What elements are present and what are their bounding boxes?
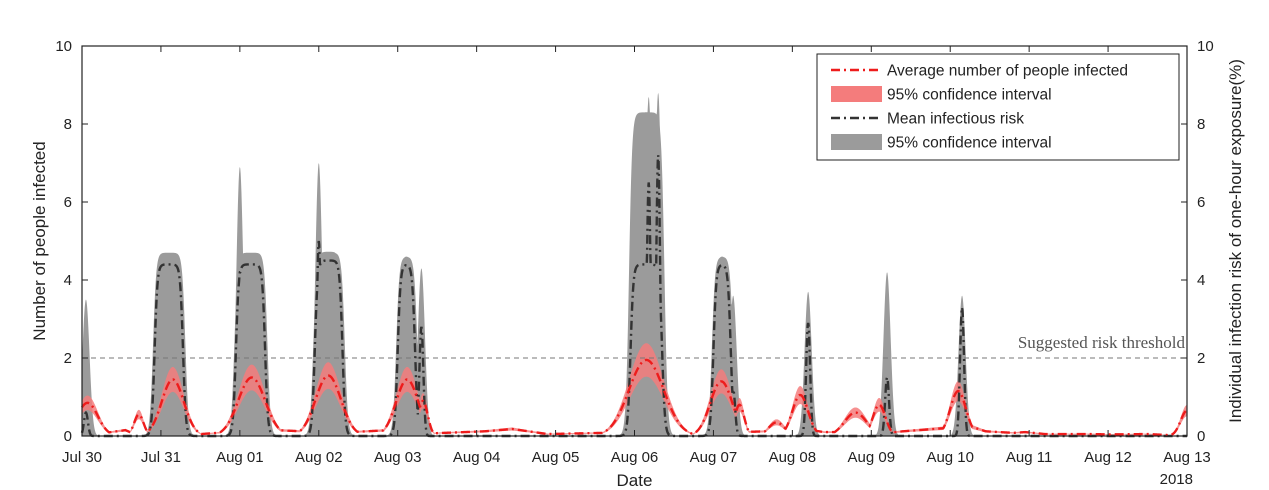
x-tick-label: Aug 13 (1163, 449, 1211, 466)
x-axis-title: Date (617, 471, 653, 490)
y-tick-label-right: 8 (1197, 116, 1205, 133)
axis-ticks: Jul 30 Jul 31 Aug 01 Aug 02 Aug 03 Aug 04 Aug … (55, 38, 1213, 466)
y-tick-label-right: 10 (1197, 38, 1214, 55)
y-tick-label-right: 2 (1197, 350, 1205, 367)
x-tick-label: Aug 10 (926, 449, 974, 466)
x-tick-label: Aug 08 (769, 449, 817, 466)
x-tick-label: Aug 05 (532, 449, 580, 466)
x-tick-label: Aug 09 (848, 449, 896, 466)
x-tick-label: Aug 12 (1084, 449, 1132, 466)
x-tick-label: Aug 11 (1006, 449, 1052, 466)
legend-label-red-ci: 95% confidence interval (887, 87, 1052, 104)
legend-label-average-infected: Average number of people infected (887, 63, 1128, 80)
threshold-label: Suggested risk threshold (1018, 333, 1186, 352)
x-tick-label: Aug 03 (374, 449, 422, 466)
legend-symbol-gray-band (831, 134, 882, 150)
y-tick-label-right: 6 (1197, 194, 1205, 211)
mean-risk-line (80, 155, 1187, 438)
year-label: 2018 (1160, 471, 1193, 488)
y-tick-label-left: 2 (64, 350, 72, 367)
x-tick-label: Aug 07 (690, 449, 738, 466)
y-tick-label-left: 6 (64, 194, 72, 211)
y-axis-title-right: Individual infection risk of one-hour ex… (1226, 59, 1245, 423)
average-infected-line (81, 358, 1188, 437)
x-tick-label: Aug 04 (453, 449, 501, 466)
y-tick-label-left: 0 (64, 428, 72, 445)
x-tick-label: Jul 31 (141, 449, 181, 466)
legend-symbol-red-band (831, 86, 882, 102)
y-tick-label-right: 0 (1197, 428, 1205, 445)
y-axis-title-left: Number of people infected (30, 141, 49, 340)
x-tick-label: Aug 02 (295, 449, 343, 466)
x-tick-label: Aug 01 (216, 449, 264, 466)
legend-label-gray-ci: 95% confidence interval (887, 135, 1052, 152)
gray-ci-band (82, 92, 1187, 437)
gray-confidence-bands (82, 92, 1187, 437)
y-tick-label-left: 4 (64, 272, 72, 289)
y-tick-label-left: 10 (55, 38, 72, 55)
legend: Average number of people infected 95% co… (816, 53, 1180, 161)
y-tick-label-right: 4 (1197, 272, 1205, 289)
x-tick-label: Aug 06 (611, 449, 659, 466)
x-tick-label: Jul 30 (62, 449, 102, 466)
legend-label-mean-risk: Mean infectious risk (887, 111, 1024, 128)
y-tick-label-left: 8 (64, 116, 72, 133)
